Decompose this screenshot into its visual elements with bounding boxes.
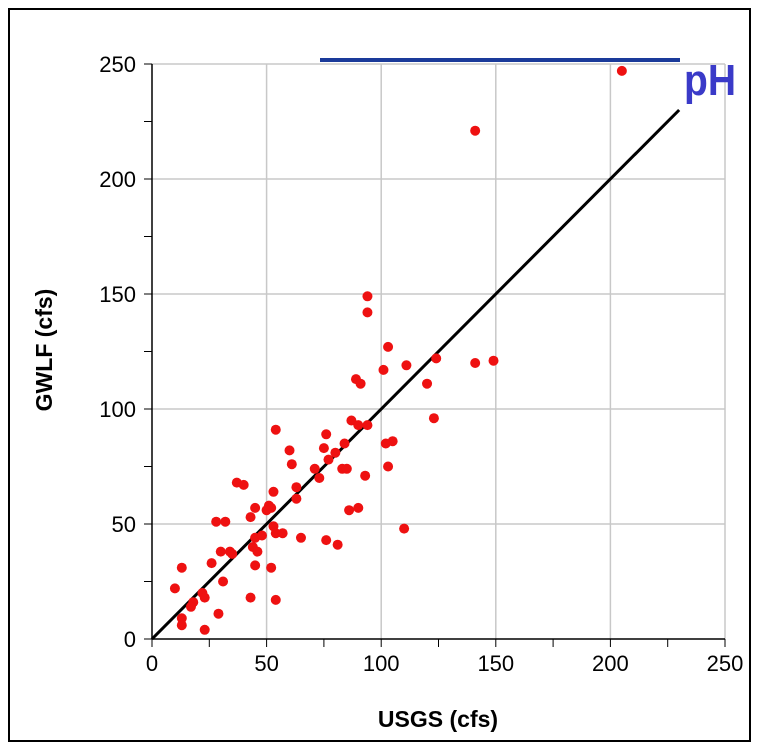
tick-labels: 0 50 100 150 200 250 0 50 100 150 200 250: [99, 52, 743, 676]
x-tick-label: 150: [477, 651, 514, 676]
data-point: [218, 576, 229, 587]
data-point: [169, 583, 180, 594]
x-tick-label: 50: [254, 651, 278, 676]
data-point: [362, 291, 373, 302]
data-point: [362, 307, 373, 318]
data-point: [277, 528, 288, 539]
data-point: [185, 601, 196, 612]
data-point: [431, 353, 442, 364]
data-point: [399, 523, 410, 534]
data-point: [470, 125, 481, 136]
data-point: [227, 548, 238, 559]
data-point: [332, 539, 343, 550]
data-point: [321, 429, 332, 440]
data-point: [270, 528, 281, 539]
x-tick-label: 100: [363, 651, 400, 676]
data-point: [344, 505, 355, 516]
data-point: [199, 624, 210, 635]
x-axis-title: USGS (cfs): [378, 706, 498, 732]
data-point: [199, 592, 210, 603]
data-point: [291, 493, 302, 504]
x-tick-label: 250: [707, 651, 744, 676]
data-point: [176, 562, 187, 573]
data-point: [401, 360, 412, 371]
data-point: [270, 594, 281, 605]
data-point: [220, 516, 231, 527]
data-point: [383, 461, 394, 472]
data-point: [339, 438, 350, 449]
data-point: [470, 358, 481, 368]
data-point: [295, 532, 306, 543]
data-point: [284, 445, 295, 456]
y-tick-label: 50: [112, 512, 136, 537]
data-point: [355, 378, 366, 389]
data-point: [245, 512, 256, 523]
data-point: [488, 355, 499, 366]
x-tick-label: 0: [146, 651, 158, 676]
data-point: [286, 459, 297, 470]
y-tick-label: 250: [99, 52, 136, 77]
data-point: [215, 546, 226, 557]
y-axis-title: GWLF (cfs): [31, 289, 57, 412]
data-point: [323, 454, 334, 465]
data-point: [266, 562, 277, 573]
data-point: [238, 479, 249, 490]
data-point: [270, 424, 281, 435]
axes: [144, 63, 726, 647]
data-point: [383, 341, 394, 352]
data-point: [616, 65, 627, 76]
y-tick-label: 100: [99, 397, 136, 422]
data-point: [176, 620, 187, 631]
ph-logo: pH: [684, 56, 736, 105]
data-point: [309, 463, 320, 474]
data-point: [250, 560, 261, 571]
data-point: [268, 486, 279, 497]
data-point: [360, 470, 371, 481]
data-point: [261, 505, 272, 516]
data-point: [213, 608, 224, 619]
grid-lines: [152, 63, 726, 639]
data-point: [341, 463, 352, 474]
data-point: [318, 443, 329, 454]
y-tick-label: 150: [99, 282, 136, 307]
y-tick-label: 0: [124, 627, 136, 652]
data-point: [211, 516, 222, 527]
data-point: [428, 413, 439, 424]
data-point: [314, 473, 325, 483]
data-point: [252, 546, 263, 557]
data-point: [353, 420, 364, 431]
data-point: [257, 530, 268, 541]
y-tick-label: 200: [99, 167, 136, 192]
data-point: [206, 558, 217, 569]
data-point: [250, 502, 261, 513]
data-point: [362, 420, 373, 431]
data-points: [169, 65, 627, 635]
one-to-one-line: [150, 108, 681, 641]
data-point: [291, 482, 302, 493]
data-point: [422, 378, 433, 389]
data-point: [245, 592, 256, 603]
chart-frame: [8, 8, 751, 742]
data-point: [330, 447, 341, 458]
data-point: [353, 502, 364, 513]
data-point: [378, 364, 389, 375]
data-point: [380, 438, 391, 449]
data-point: [321, 535, 332, 546]
data-point: [176, 613, 187, 624]
x-tick-label: 200: [592, 651, 629, 676]
